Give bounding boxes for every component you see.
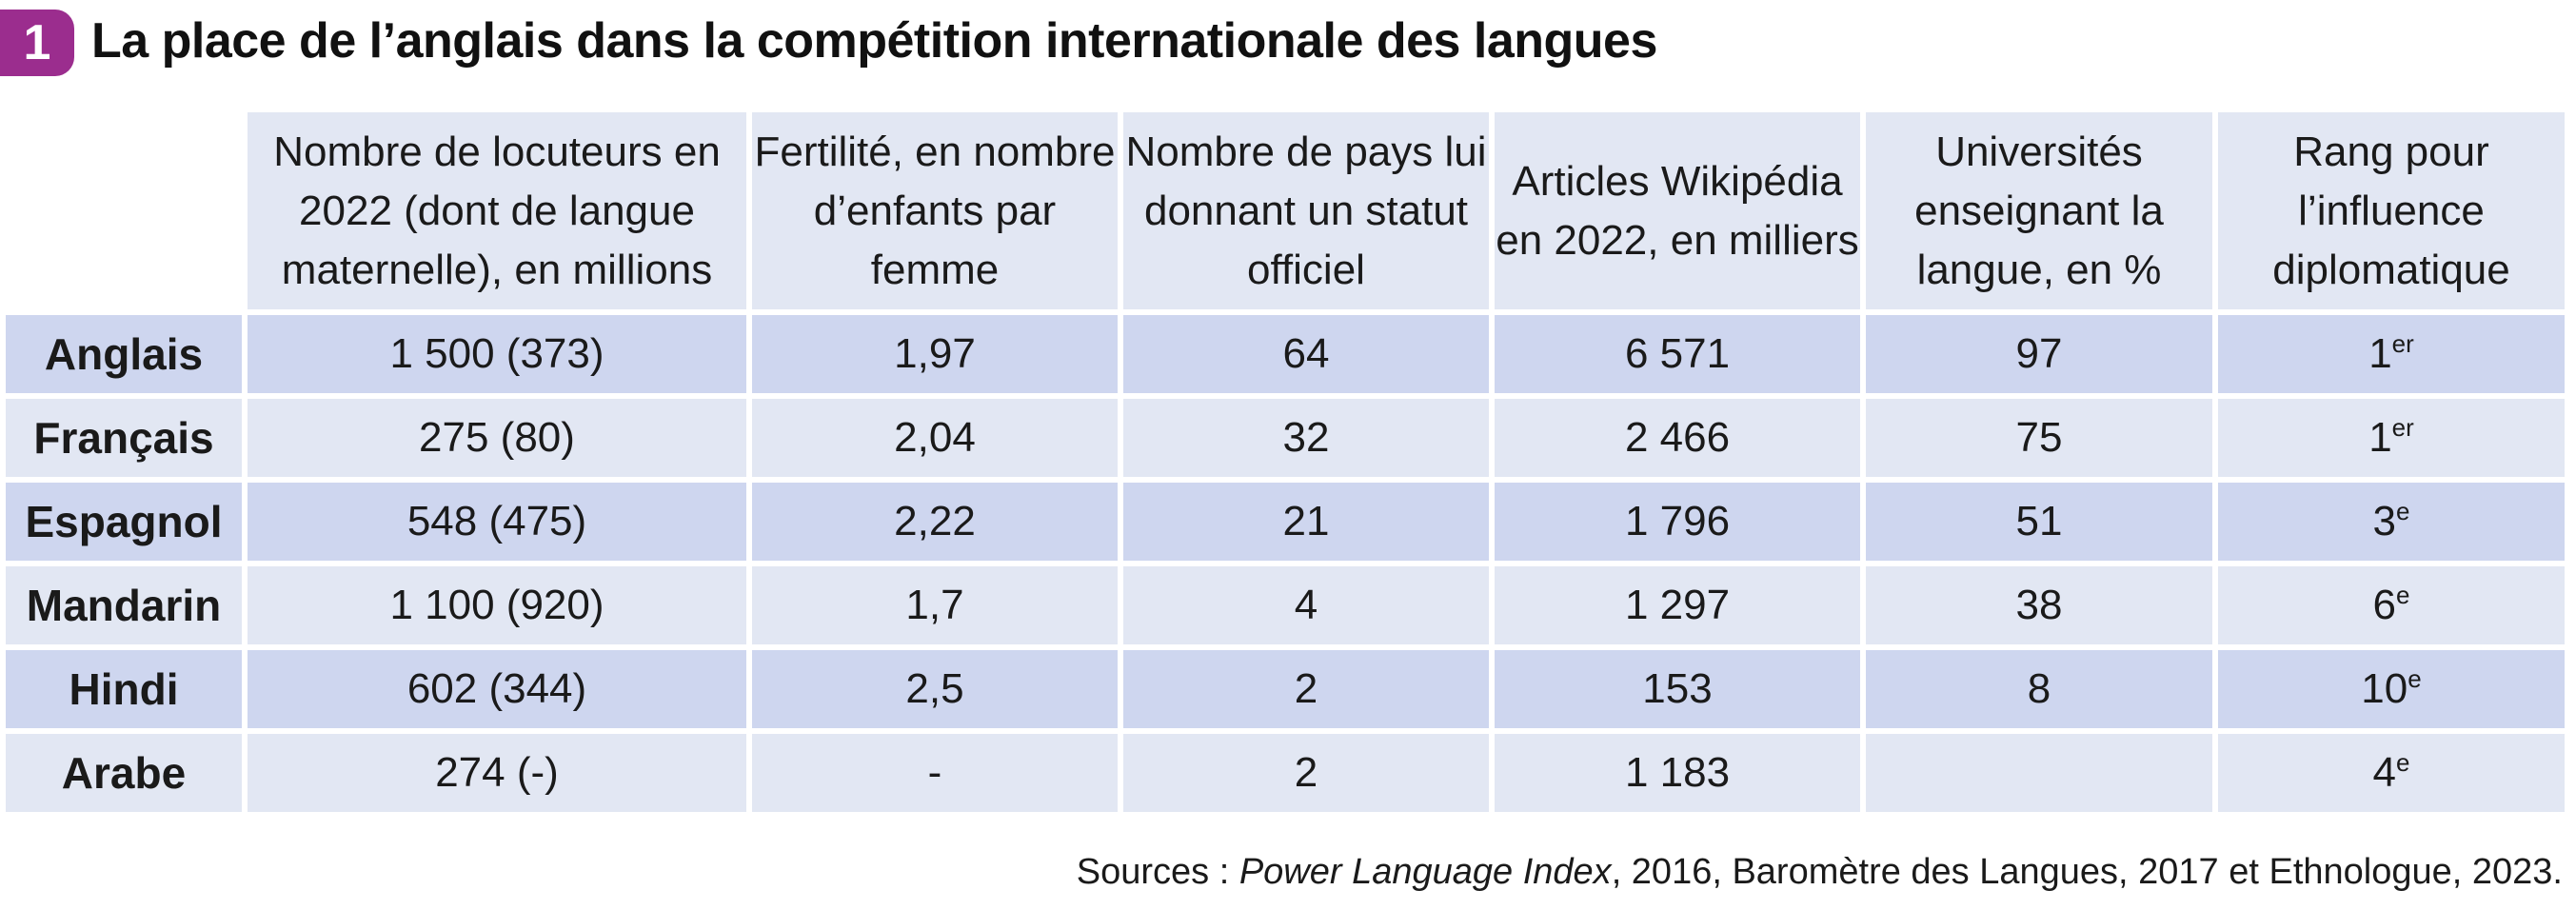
rank-suffix: e	[2408, 664, 2422, 693]
rank-number: 10	[2361, 665, 2408, 712]
languages-table: Nombre de locuteurs en 2022 (dont de lan…	[0, 107, 2570, 818]
table-row: Anglais 1 500 (373) 1,97 64 6 571 97 1er	[6, 315, 2565, 393]
cell-wikipedia: 153	[1495, 650, 1860, 728]
rank-number: 1	[2368, 330, 2392, 377]
table-corner	[6, 112, 242, 309]
column-header-diplomatic-rank: Rang pour l’influence diplomatique	[2218, 112, 2565, 309]
row-label-language: Espagnol	[6, 483, 242, 561]
cell-diplomatic-rank: 1er	[2218, 315, 2565, 393]
cell-universities: 97	[1866, 315, 2212, 393]
cell-speakers: 602 (344)	[248, 650, 746, 728]
table-row: Espagnol 548 (475) 2,22 21 1 796 51 3e	[6, 483, 2565, 561]
cell-universities	[1866, 734, 2212, 812]
cell-diplomatic-rank: 10e	[2218, 650, 2565, 728]
table-header-row: Nombre de locuteurs en 2022 (dont de lan…	[6, 112, 2565, 309]
rank-number: 3	[2372, 498, 2396, 544]
rank-suffix: e	[2396, 748, 2410, 777]
sources-italic-title: Power Language Index	[1238, 852, 1612, 892]
cell-wikipedia: 2 466	[1495, 399, 1860, 477]
rank-number: 6	[2372, 582, 2396, 628]
cell-universities: 75	[1866, 399, 2212, 477]
column-header-speakers: Nombre de locuteurs en 2022 (dont de lan…	[248, 112, 746, 309]
table-row: Français 275 (80) 2,04 32 2 466 75 1er	[6, 399, 2565, 477]
row-label-language: Arabe	[6, 734, 242, 812]
cell-countries: 32	[1123, 399, 1489, 477]
cell-wikipedia: 1 297	[1495, 566, 1860, 644]
cell-countries: 2	[1123, 650, 1489, 728]
cell-fertility: 1,7	[752, 566, 1118, 644]
cell-countries: 64	[1123, 315, 1489, 393]
cell-fertility: 2,04	[752, 399, 1118, 477]
table-row: Mandarin 1 100 (920) 1,7 4 1 297 38 6e	[6, 566, 2565, 644]
column-header-wikipedia: Articles Wikipédia en 2022, en milliers	[1495, 112, 1860, 309]
cell-fertility: 2,5	[752, 650, 1118, 728]
cell-fertility: -	[752, 734, 1118, 812]
row-label-language: Français	[6, 399, 242, 477]
figure-number-badge: 1	[0, 10, 74, 76]
cell-universities: 38	[1866, 566, 2212, 644]
sources-prefix: Sources :	[1076, 852, 1239, 892]
rank-suffix: er	[2391, 413, 2414, 442]
cell-speakers: 274 (-)	[248, 734, 746, 812]
rank-suffix: e	[2396, 497, 2410, 525]
row-label-language: Anglais	[6, 315, 242, 393]
cell-fertility: 1,97	[752, 315, 1118, 393]
cell-fertility: 2,22	[752, 483, 1118, 561]
cell-diplomatic-rank: 6e	[2218, 566, 2565, 644]
column-header-fertility: Fertilité, en nombre d’enfants par femme	[752, 112, 1118, 309]
cell-speakers: 1 500 (373)	[248, 315, 746, 393]
cell-speakers: 1 100 (920)	[248, 566, 746, 644]
rank-suffix: er	[2391, 329, 2414, 358]
table-row: Hindi 602 (344) 2,5 2 153 8 10e	[6, 650, 2565, 728]
document-title: La place de l’anglais dans la compétitio…	[91, 13, 1657, 69]
rank-number: 1	[2368, 414, 2392, 461]
column-header-universities: Universités enseignant la langue, en %	[1866, 112, 2212, 309]
cell-diplomatic-rank: 3e	[2218, 483, 2565, 561]
row-label-language: Hindi	[6, 650, 242, 728]
cell-wikipedia: 1 796	[1495, 483, 1860, 561]
cell-speakers: 548 (475)	[248, 483, 746, 561]
cell-countries: 2	[1123, 734, 1489, 812]
cell-universities: 8	[1866, 650, 2212, 728]
sources-suffix: , 2016, Baromètre des Langues, 2017 et E…	[1611, 852, 2563, 892]
rank-suffix: e	[2396, 581, 2410, 609]
row-label-language: Mandarin	[6, 566, 242, 644]
rank-number: 4	[2372, 749, 2396, 796]
cell-diplomatic-rank: 4e	[2218, 734, 2565, 812]
cell-countries: 21	[1123, 483, 1489, 561]
column-header-countries: Nombre de pays lui donnant un statut off…	[1123, 112, 1489, 309]
cell-wikipedia: 6 571	[1495, 315, 1860, 393]
cell-wikipedia: 1 183	[1495, 734, 1860, 812]
cell-countries: 4	[1123, 566, 1489, 644]
title-row: 1 La place de l’anglais dans la compétit…	[0, 0, 2576, 90]
sources-note: Sources : Power Language Index, 2016, Ba…	[1077, 845, 2563, 899]
cell-speakers: 275 (80)	[248, 399, 746, 477]
cell-diplomatic-rank: 1er	[2218, 399, 2565, 477]
cell-universities: 51	[1866, 483, 2212, 561]
table-row: Arabe 274 (-) - 2 1 183 4e	[6, 734, 2565, 812]
